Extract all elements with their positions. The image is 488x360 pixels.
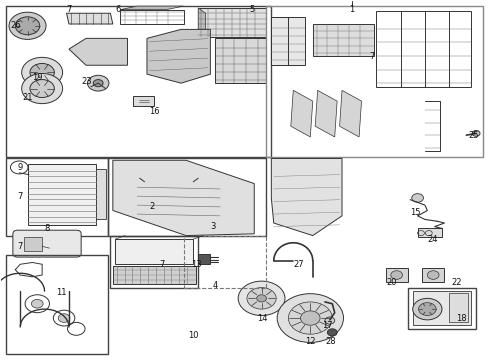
Bar (133, 96, 154, 107)
FancyBboxPatch shape (13, 230, 81, 257)
Circle shape (256, 295, 266, 302)
Text: 3: 3 (210, 222, 215, 231)
Bar (110, 235, 198, 288)
Bar (198, 8, 266, 37)
Text: 7: 7 (18, 192, 23, 201)
Text: 13: 13 (190, 260, 201, 269)
Polygon shape (198, 8, 205, 42)
Bar (448, 293, 467, 321)
Polygon shape (290, 90, 312, 137)
Text: 28: 28 (325, 337, 335, 346)
Bar (417, 228, 441, 237)
Text: 7: 7 (18, 242, 23, 251)
Bar (120, 10, 183, 24)
Text: 8: 8 (44, 224, 50, 233)
Circle shape (31, 300, 43, 308)
Polygon shape (113, 160, 254, 235)
Bar (385, 268, 407, 282)
Bar (5, 6, 271, 157)
Polygon shape (66, 13, 113, 24)
Bar (5, 158, 108, 235)
Text: 21: 21 (22, 93, 33, 102)
Circle shape (9, 12, 46, 40)
Bar (113, 266, 195, 284)
Text: 25: 25 (468, 131, 478, 140)
Circle shape (412, 298, 441, 320)
Circle shape (411, 194, 423, 202)
Text: 27: 27 (293, 260, 303, 269)
Polygon shape (339, 90, 361, 137)
Text: 15: 15 (409, 208, 420, 217)
Polygon shape (69, 39, 127, 65)
Bar (24, 237, 42, 251)
Text: 7: 7 (368, 52, 373, 61)
Text: 17: 17 (322, 321, 332, 330)
Text: 20: 20 (385, 278, 396, 287)
Text: 19: 19 (32, 73, 43, 82)
Circle shape (30, 80, 54, 98)
Bar (266, 6, 483, 157)
Text: 24: 24 (427, 235, 437, 244)
Circle shape (93, 80, 103, 87)
Circle shape (325, 317, 334, 324)
Text: 14: 14 (256, 314, 266, 323)
Text: 6: 6 (115, 5, 121, 14)
Text: 12: 12 (305, 337, 315, 346)
Circle shape (427, 271, 438, 279)
Circle shape (21, 73, 62, 104)
Bar (412, 291, 470, 325)
Polygon shape (271, 158, 341, 235)
Text: 9: 9 (18, 163, 23, 172)
Bar (422, 268, 444, 282)
Circle shape (418, 303, 435, 316)
Ellipse shape (144, 167, 193, 196)
Circle shape (58, 314, 70, 322)
Text: 16: 16 (149, 107, 160, 116)
Text: 22: 22 (451, 278, 461, 287)
Circle shape (87, 75, 109, 91)
Polygon shape (147, 30, 210, 83)
Bar (27, 164, 96, 225)
Bar (115, 239, 193, 264)
Text: 2: 2 (149, 202, 154, 211)
Bar (198, 253, 210, 264)
Bar (271, 17, 288, 65)
Bar (5, 255, 108, 354)
Bar (271, 17, 305, 65)
Polygon shape (315, 90, 336, 137)
Text: 7: 7 (66, 5, 72, 14)
Circle shape (288, 302, 331, 334)
Text: 5: 5 (248, 5, 254, 14)
Circle shape (21, 57, 62, 87)
Bar (183, 235, 266, 288)
Circle shape (30, 63, 54, 81)
Text: 4: 4 (212, 281, 218, 290)
Circle shape (277, 294, 343, 342)
Text: 26: 26 (10, 21, 21, 30)
Circle shape (390, 271, 402, 279)
Polygon shape (120, 6, 183, 10)
Bar (407, 288, 475, 329)
Bar (312, 24, 373, 56)
Text: 7: 7 (159, 260, 164, 269)
Text: 18: 18 (455, 314, 466, 323)
Circle shape (15, 17, 40, 35)
Circle shape (327, 329, 336, 336)
Circle shape (246, 288, 276, 309)
Circle shape (238, 281, 285, 316)
Ellipse shape (154, 173, 183, 191)
Circle shape (300, 311, 320, 325)
Circle shape (471, 131, 479, 136)
Text: 1: 1 (348, 5, 354, 14)
Bar (96, 169, 105, 220)
Bar (375, 12, 470, 87)
Polygon shape (215, 39, 266, 83)
Bar (108, 158, 266, 235)
Text: 11: 11 (56, 288, 67, 297)
Text: 10: 10 (188, 332, 199, 341)
Text: 23: 23 (81, 77, 92, 86)
